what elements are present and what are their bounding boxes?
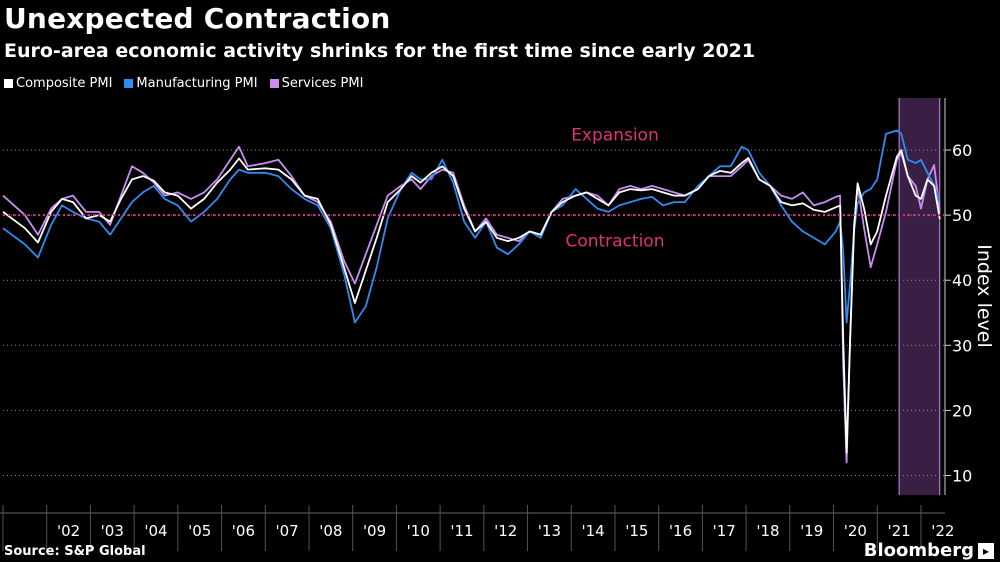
x-tick-label: '20 <box>844 522 867 540</box>
x-tick-label: '10 <box>407 522 430 540</box>
x-tick-label: '13 <box>538 522 561 540</box>
y-tick-label: 30 <box>952 336 972 355</box>
annotation-contraction: Contraction <box>565 231 664 251</box>
legend-label-composite: Composite PMI <box>16 76 113 91</box>
legend-swatch-manufacturing <box>124 79 134 88</box>
brand-mark-icon: ▸ <box>978 542 994 559</box>
x-tick-label: '11 <box>450 522 473 540</box>
x-tick-label: '03 <box>101 522 124 540</box>
legend-label-manufacturing: Manufacturing PMI <box>136 76 258 91</box>
x-tick-label: '21 <box>887 522 910 540</box>
x-tick-label: '16 <box>669 522 692 540</box>
x-tick-label: '17 <box>713 522 736 540</box>
legend-item-manufacturing: Manufacturing PMI <box>124 76 258 91</box>
y-axis-label: Index level <box>973 244 995 348</box>
y-tick-label: 50 <box>952 206 972 225</box>
legend-item-composite: Composite PMI <box>4 76 112 91</box>
y-tick-label: 40 <box>952 271 972 290</box>
x-tick-label: '14 <box>582 522 605 540</box>
x-tick-label: '05 <box>188 522 211 540</box>
legend-item-services: Services PMI <box>269 76 364 91</box>
x-tick-label: '04 <box>144 522 167 540</box>
legend-swatch-composite <box>4 79 13 88</box>
highlight-band <box>899 98 940 495</box>
legend: Composite PMI Manufacturing PMI Services… <box>4 76 363 91</box>
chart-subtitle: Euro-area economic activity shrinks for … <box>4 40 756 62</box>
x-tick-label: '09 <box>363 522 386 540</box>
x-tick-label: '08 <box>319 522 342 540</box>
series-line-composite <box>2 149 941 454</box>
x-tick-label: '22 <box>931 522 954 540</box>
x-tick-label: '07 <box>276 522 299 540</box>
x-tick-label: '02 <box>57 522 80 540</box>
y-tick-label: 60 <box>952 141 972 160</box>
x-tick-label: '06 <box>232 522 255 540</box>
chart-title: Unexpected Contraction <box>4 2 391 35</box>
x-tick-label: '19 <box>800 522 823 540</box>
brand-logo: Bloomberg ▸ <box>864 540 994 561</box>
series-line-services <box>2 145 941 464</box>
x-tick-label: '18 <box>756 522 779 540</box>
x-tick-label: '12 <box>494 522 517 540</box>
y-tick-label: 20 <box>952 401 972 420</box>
series-line-manufacturing <box>2 129 941 324</box>
annotation-expansion: Expansion <box>571 125 659 145</box>
legend-label-services: Services PMI <box>281 76 364 91</box>
brand-name: Bloomberg <box>863 540 974 561</box>
y-tick-label: 10 <box>952 466 972 485</box>
x-tick-label: '15 <box>625 522 648 540</box>
source-note: Source: S&P Global <box>4 544 146 559</box>
legend-swatch-services <box>269 79 279 88</box>
